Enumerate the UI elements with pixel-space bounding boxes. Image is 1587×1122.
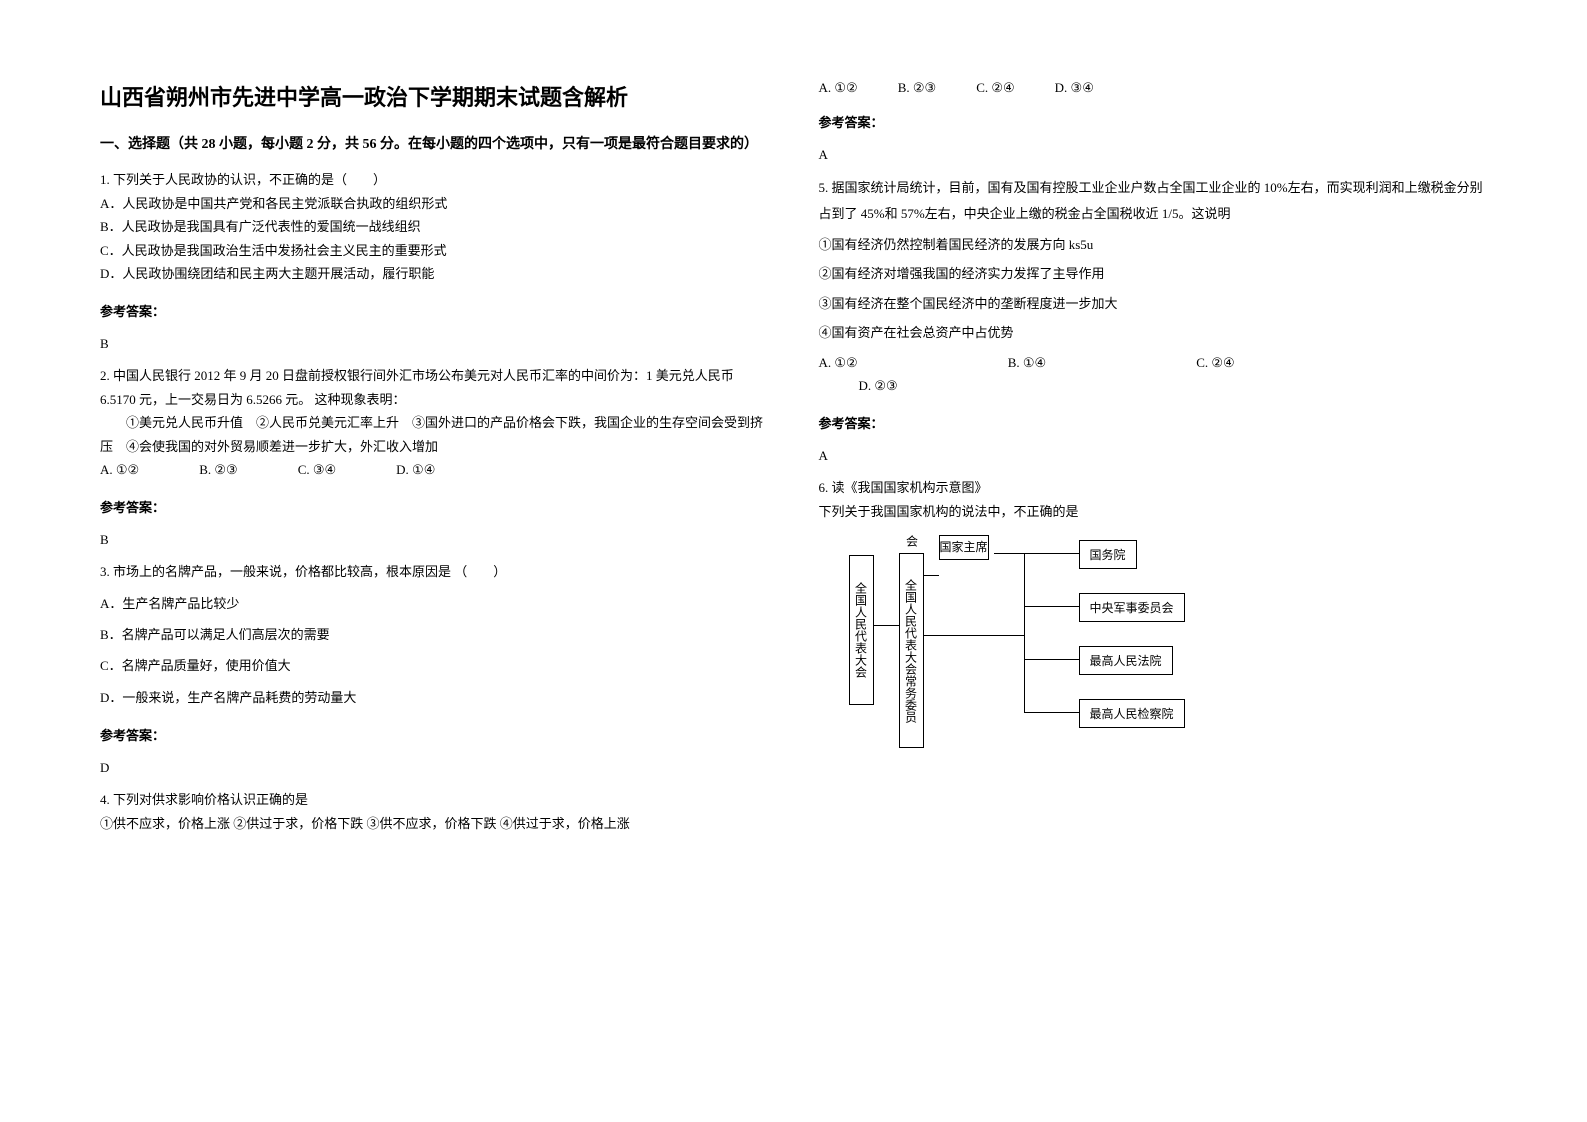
answer-label: 参考答案： [100, 301, 769, 320]
diagram-prefix: 会 [904, 535, 921, 547]
question-3: 3. 市场上的名牌产品，一般来说，价格都比较高，根本原因是 （ ） A．生产名牌… [100, 560, 769, 709]
diagram-line [924, 575, 939, 576]
q4-options-text: ①供不应求，价格上涨 ②供过于求，价格下跌 ③供不应求，价格下跌 ④供过于求，价… [100, 812, 769, 835]
q2-text: 2. 中国人民银行 2012 年 9 月 20 日盘前授权银行间外汇市场公布美元… [100, 364, 769, 411]
q5-opt2: ②国有经济对增强我国的经济实力发挥了主导作用 [819, 262, 1488, 285]
diagram-box-military: 中央军事委员会 [1079, 593, 1185, 622]
q4-optA: A. ①② [819, 80, 858, 96]
q1-text: 1. 下列关于人民政协的认识，不正确的是（ ） [100, 168, 769, 191]
diagram-line [1024, 712, 1079, 713]
q3-optC: C．名牌产品质量好，使用价值大 [100, 654, 769, 677]
q2-optA: A. ①② [100, 458, 139, 481]
diagram-box-standing: 全国人民代表大会常务委员 [899, 553, 924, 748]
q5-optC: C. ②④ [1196, 351, 1234, 374]
answer-label: 参考答案： [100, 725, 769, 744]
diagram-line [924, 635, 1024, 636]
section-header: 一、选择题（共 28 小题，每小题 2 分，共 56 分。在每小题的四个选项中，… [100, 134, 769, 156]
diagram-box-npc: 全国人民代表大会 [849, 555, 874, 705]
diagram-box-court: 最高人民法院 [1079, 646, 1173, 675]
q3-optB: B．名牌产品可以满足人们高层次的需要 [100, 623, 769, 646]
diagram-box-state-council: 国务院 [1079, 540, 1137, 569]
q1-optB: B．人民政协是我国具有广泛代表性的爱国统一战线组织 [100, 215, 769, 238]
q3-optA: A．生产名牌产品比较少 [100, 592, 769, 615]
q2-optB: B. ②③ [199, 458, 237, 481]
q1-optC: C．人民政协是我国政治生活中发扬社会主义民主的重要形式 [100, 239, 769, 262]
q4-optC: C. ②④ [976, 80, 1014, 96]
q5-opt3: ③国有经济在整个国民经济中的垄断程度进一步加大 [819, 292, 1488, 315]
q3-answer: D [100, 760, 769, 776]
answer-label: 参考答案： [100, 497, 769, 516]
q6-text: 6. 读《我国国家机构示意图》 [819, 476, 1488, 499]
q3-text: 3. 市场上的名牌产品，一般来说，价格都比较高，根本原因是 （ ） [100, 560, 769, 583]
q5-optD: D. ②③ [859, 374, 1488, 397]
document-title: 山西省朔州市先进中学高一政治下学期期末试题含解析 [100, 80, 769, 112]
q1-optD: D．人民政协围绕团结和民主两大主题开展活动，履行职能 [100, 262, 769, 285]
q4-answer: A [819, 147, 1488, 163]
q5-optB: B. ①④ [1008, 351, 1046, 374]
q6-subtext: 下列关于我国国家机构的说法中，不正确的是 [819, 500, 1488, 523]
q3-optD: D．一般来说，生产名牌产品耗费的劳动量大 [100, 686, 769, 709]
diagram-box-procuratorate: 最高人民检察院 [1079, 699, 1185, 728]
q5-answer: A [819, 448, 1488, 464]
left-column: 山西省朔州市先进中学高一政治下学期期末试题含解析 一、选择题（共 28 小题，每… [100, 80, 769, 1042]
q4-options-row: A. ①② B. ②③ C. ②④ D. ③④ [819, 80, 1488, 96]
org-diagram: 全国人民代表大会 会 全国人民代表大会常务委员 国家主席 国务院 中央军事委员会… [819, 535, 1239, 755]
question-1: 1. 下列关于人民政协的认识，不正确的是（ ） A．人民政协是中国共产党和各民主… [100, 168, 769, 285]
answer-label: 参考答案： [819, 413, 1488, 432]
q5-opt4: ④国有资产在社会总资产中占优势 [819, 321, 1488, 344]
q1-answer: B [100, 336, 769, 352]
q2-optC: C. ③④ [298, 458, 336, 481]
q2-answer: B [100, 532, 769, 548]
diagram-line [1024, 553, 1025, 713]
diagram-line [1024, 553, 1079, 554]
q5-opt1: ①国有经济仍然控制着国民经济的发展方向 ks5u [819, 233, 1488, 256]
diagram-line [994, 553, 1024, 554]
diagram-line [1024, 606, 1079, 607]
answer-label: 参考答案： [819, 112, 1488, 131]
q2-options-row: A. ①② B. ②③ C. ③④ D. ①④ [100, 458, 769, 481]
q4-text: 4. 下列对供求影响价格认识正确的是 [100, 788, 769, 811]
q2-optD: D. ①④ [396, 458, 435, 481]
question-2: 2. 中国人民银行 2012 年 9 月 20 日盘前授权银行间外汇市场公布美元… [100, 364, 769, 481]
q4-optD: D. ③④ [1055, 80, 1094, 96]
diagram-line [1024, 659, 1079, 660]
q1-optA: A．人民政协是中国共产党和各民主党派联合执政的组织形式 [100, 192, 769, 215]
q5-text: 5. 据国家统计局统计，目前，国有及国有控股工业企业户数占全国工业企业的 10%… [819, 175, 1488, 227]
question-4: 4. 下列对供求影响价格认识正确的是 ①供不应求，价格上涨 ②供过于求，价格下跌… [100, 788, 769, 835]
question-6: 6. 读《我国国家机构示意图》 下列关于我国国家机构的说法中，不正确的是 [819, 476, 1488, 523]
diagram-box-president: 国家主席 [939, 535, 989, 559]
q4-optB: B. ②③ [898, 80, 936, 96]
q2-options-text: ①美元兑人民币升值 ②人民币兑美元汇率上升 ③国外进口的产品价格会下跌，我国企业… [100, 411, 769, 458]
question-5: 5. 据国家统计局统计，目前，国有及国有控股工业企业户数占全国工业企业的 10%… [819, 175, 1488, 397]
diagram-line [874, 625, 899, 626]
q5-optA: A. ①② [819, 351, 858, 374]
right-column: A. ①② B. ②③ C. ②④ D. ③④ 参考答案： A 5. 据国家统计… [819, 80, 1488, 1042]
